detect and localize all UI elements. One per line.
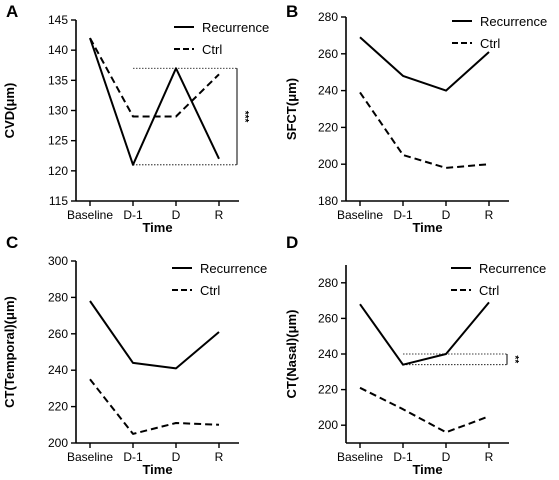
x-tick-label: D-1 (123, 208, 143, 222)
legend-label-recurrence: Recurrence (200, 261, 267, 276)
y-tick-label: 135 (48, 73, 68, 87)
y-tick-label: 120 (48, 164, 68, 178)
y-tick-label: 200 (48, 436, 68, 450)
y-axis-title: SFCT(μm) (284, 78, 299, 140)
panel-letter: A (6, 2, 18, 21)
x-axis-title: Time (412, 462, 442, 477)
x-axis-title: Time (142, 462, 172, 477)
y-tick-label: 260 (318, 311, 338, 325)
y-tick-label: 145 (48, 13, 68, 27)
panel-c: C 200 220 240 260 280 300 Baseline D-1 D R Time CT(T… (2, 233, 267, 477)
y-tick-label: 240 (48, 363, 68, 377)
x-tick-label: R (485, 208, 494, 222)
x-tick-label: D (442, 208, 451, 222)
x-tick-label: Baseline (337, 450, 383, 464)
x-tick-label: D (172, 208, 181, 222)
series-line-recurrence (359, 36, 490, 92)
legend-label-ctrl: Ctrl (202, 42, 222, 57)
x-axis-title: Time (142, 220, 172, 235)
series-line-recurrence (359, 301, 490, 366)
y-tick-label: 180 (318, 194, 338, 208)
x-tick-label: Baseline (337, 208, 383, 222)
y-tick-label: 280 (48, 290, 68, 304)
significance-bracket: *** (133, 67, 250, 166)
y-tick-label: 220 (318, 120, 338, 134)
y-tick-label: 220 (318, 383, 338, 397)
y-tick-label: 260 (318, 47, 338, 61)
legend-label-recurrence: Recurrence (202, 20, 269, 35)
series-line-ctrl (359, 91, 490, 169)
series-line-recurrence (89, 300, 220, 370)
x-axis-title: Time (412, 220, 442, 235)
x-tick-label: R (215, 450, 224, 464)
legend-label-ctrl: Ctrl (200, 283, 220, 298)
y-tick-label: 280 (318, 10, 338, 24)
x-tick-label: D-1 (393, 450, 413, 464)
y-tick-label: 115 (49, 194, 68, 208)
panel-b: B 180 200 220 240 260 280 Baseline D-1 D R Time SFCT… (284, 2, 547, 235)
legend-label-recurrence: Recurrence (479, 261, 546, 276)
series-line-ctrl (89, 378, 220, 435)
x-tick-label: D-1 (393, 208, 413, 222)
y-axis-title: CVD(μm) (2, 83, 17, 139)
panel-a: A 115 120 125 130 135 140 145 Baseline D-1 D R Time C… (2, 2, 269, 235)
significance-label: *** (239, 111, 250, 123)
panel-letter: D (286, 233, 298, 252)
series-line-ctrl (89, 37, 220, 118)
y-tick-label: 130 (48, 104, 68, 118)
y-tick-label: 280 (318, 276, 338, 290)
panel-d: D 200 220 240 260 280 Baseline D-1 D R Time CT(Nasa… (284, 233, 546, 477)
significance-label: ** (509, 355, 520, 363)
x-tick-label: D-1 (123, 450, 143, 464)
y-tick-label: 140 (48, 43, 68, 57)
y-axis-title: CT(Temporal)(μm) (2, 296, 17, 408)
x-tick-label: R (215, 208, 224, 222)
y-tick-label: 300 (48, 254, 68, 268)
y-tick-label: 200 (318, 157, 338, 171)
y-tick-label: 240 (318, 84, 338, 98)
legend-label-recurrence: Recurrence (480, 14, 547, 29)
y-axis-title: CT(Nasal)(μm) (284, 310, 299, 399)
x-tick-label: D (172, 450, 181, 464)
legend-label-ctrl: Ctrl (480, 36, 500, 51)
significance-bracket: ** (403, 353, 520, 366)
y-tick-label: 200 (318, 418, 338, 432)
x-tick-label: R (485, 450, 494, 464)
series-line-recurrence (89, 37, 220, 166)
y-tick-label: 220 (48, 400, 68, 414)
y-tick-label: 240 (318, 347, 338, 361)
panel-letter: C (6, 233, 18, 252)
x-tick-label: Baseline (67, 450, 113, 464)
series-line-ctrl (359, 386, 490, 434)
y-tick-label: 125 (48, 134, 68, 148)
x-tick-label: Baseline (67, 208, 113, 222)
panel-letter: B (286, 2, 298, 21)
legend-label-ctrl: Ctrl (479, 283, 499, 298)
x-tick-label: D (442, 450, 451, 464)
y-tick-label: 260 (48, 327, 68, 341)
